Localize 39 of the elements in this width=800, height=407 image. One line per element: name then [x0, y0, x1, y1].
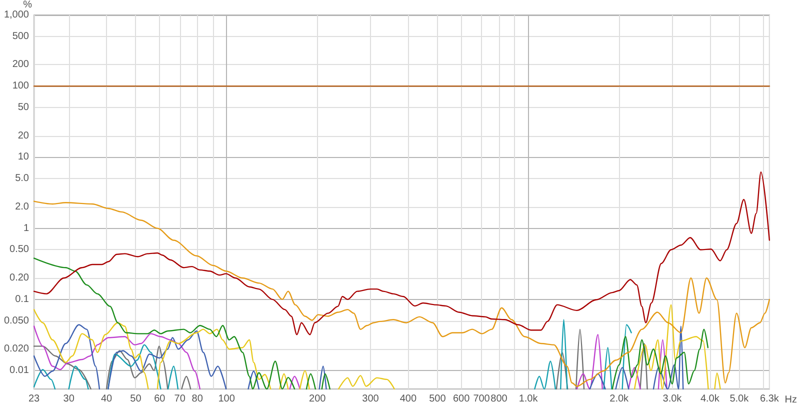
x-tick-label: 30 [63, 394, 75, 404]
x-tick-label: 40 [100, 394, 113, 404]
y-axis-title: % [23, 0, 32, 11]
x-tick-label: 800 [490, 394, 508, 404]
y-tick-label: 0.20 [10, 272, 30, 284]
y-tick-label: 0.1 [15, 294, 30, 305]
x-tick-label: 500 [429, 394, 446, 404]
y-tick-label: 0.01 [10, 365, 30, 376]
y-tick-label: 2.0 [15, 201, 30, 212]
y-tick-label: 10 [18, 152, 30, 163]
x-tick-label: 50 [130, 394, 142, 404]
y-tick-label: 100 [12, 80, 30, 92]
x-tick-label: 80 [192, 394, 204, 404]
x-tick-label: 6.3k [760, 394, 780, 404]
x-tick-label: 600 [452, 394, 470, 404]
x-tick-label: 3.0k [662, 394, 683, 404]
x-tick-label: 1.0k [518, 394, 539, 404]
x-tick-label: 100 [218, 394, 236, 404]
x-tick-label: 70 [174, 394, 186, 404]
y-tick-label: 50 [18, 102, 30, 114]
y-tick-label: 5.0 [15, 173, 30, 184]
y-tick-label: 0.50 [10, 244, 30, 256]
x-tick-label: 200 [309, 394, 326, 404]
y-tick-label: 200 [12, 59, 30, 70]
y-tick-label: 0.020 [4, 344, 30, 355]
y-tick-label: 0.050 [4, 315, 30, 326]
x-tick-label: 23 [28, 394, 40, 404]
y-tick-label: 20 [18, 130, 30, 142]
x-axis-title: Hz [784, 394, 798, 406]
x-tick-label: 5.0k [730, 394, 750, 404]
y-tick-label: 1 [23, 222, 30, 234]
x-tick-label: 700 [473, 394, 490, 404]
x-tick-label: 300 [362, 394, 380, 404]
x-tick-label: 400 [400, 394, 417, 404]
x-tick-label: 4.0k [700, 394, 720, 404]
x-tick-label: 60 [154, 394, 166, 404]
x-tick-label: 2.0k [610, 394, 630, 404]
y-tick-label: 500 [12, 30, 30, 42]
y-tick-label: 1,000 [4, 10, 30, 20]
